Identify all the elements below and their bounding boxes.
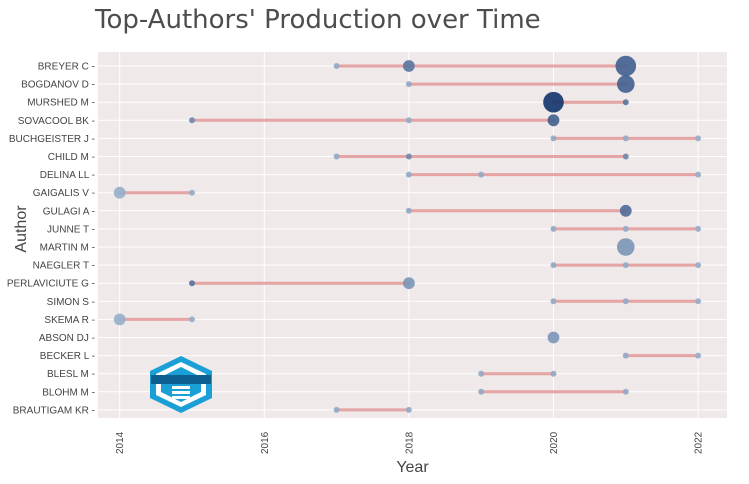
y-tick-label: BOGDANOV D - — [21, 80, 95, 91]
data-point — [622, 298, 629, 305]
data-point — [113, 313, 126, 326]
x-axis-label: Year — [396, 459, 429, 476]
y-tick-label: CHILD M - — [48, 152, 95, 163]
data-point — [405, 81, 412, 88]
y-tick-label: GAIGALIS V - — [33, 188, 95, 199]
data-point — [550, 298, 557, 305]
data-point — [188, 280, 195, 287]
data-point — [622, 262, 629, 269]
y-tick-label: DELINA LL - — [40, 170, 95, 181]
bibliometrix-logo-icon — [150, 356, 212, 413]
data-point — [622, 99, 629, 106]
data-point — [550, 262, 557, 269]
x-tick-labels: 2014 2016 2018 2020 2022 — [115, 431, 704, 454]
data-point — [695, 352, 702, 359]
data-point — [188, 189, 195, 196]
data-point — [695, 298, 702, 305]
data-point — [616, 238, 635, 256]
data-point — [622, 352, 629, 359]
plot-background — [98, 52, 727, 418]
data-point — [622, 135, 629, 142]
data-point — [695, 171, 702, 178]
y-tick-label: BLESL M - — [47, 369, 95, 380]
x-tick-label: 2022 — [694, 431, 705, 454]
data-point — [405, 207, 412, 214]
data-point — [695, 262, 702, 269]
data-point — [478, 171, 485, 178]
data-point — [543, 91, 564, 113]
data-point — [615, 55, 637, 77]
data-point — [113, 186, 126, 199]
y-tick-label: JUNNE T - — [47, 224, 95, 235]
y-tick-label: MARTIN M - — [40, 243, 95, 254]
y-tick-label: BREYER C - — [38, 62, 95, 73]
data-point — [550, 370, 557, 377]
chart-title: Top-Authors' Production over Time — [94, 5, 541, 35]
data-point — [550, 135, 557, 142]
data-point — [333, 406, 340, 413]
data-point — [188, 117, 195, 124]
y-tick-label: BRAUTIGAM KR - — [13, 405, 95, 416]
x-tick-label: 2020 — [549, 431, 560, 454]
data-point — [622, 225, 629, 232]
data-point — [619, 204, 632, 217]
data-point — [478, 388, 485, 395]
data-point — [333, 153, 340, 160]
data-point — [547, 331, 560, 344]
timeline-lines — [118, 64, 700, 412]
data-point — [405, 117, 412, 124]
y-tick-label: NAEGLER T - — [33, 261, 95, 272]
data-point — [622, 153, 629, 160]
y-tick-label: SKEMA R - — [44, 315, 95, 326]
y-tick-labels: BREYER C - BOGDANOV D - MURSHED M - SOVACOO… — [7, 62, 95, 417]
data-point — [550, 225, 557, 232]
data-points — [113, 55, 702, 413]
y-tick-label: BECKER L - — [40, 351, 95, 362]
y-axis-label: Author — [13, 205, 30, 253]
x-tick-label: 2016 — [260, 431, 271, 454]
y-tick-label: MURSHED M - — [27, 98, 95, 109]
data-point — [188, 316, 195, 323]
data-point — [695, 225, 702, 232]
y-tick-label: GULAGI A - — [43, 206, 95, 217]
data-point — [695, 135, 702, 142]
data-point — [405, 406, 412, 413]
y-tick-label: SIMON S - — [47, 297, 95, 308]
data-point — [405, 153, 412, 160]
data-point — [622, 388, 629, 395]
y-tick-label: SOVACOOL BK - — [18, 116, 95, 127]
x-tick-label: 2018 — [404, 431, 415, 454]
x-tick-label: 2014 — [115, 431, 126, 454]
y-tick-label: BLOHM M - — [42, 387, 95, 398]
y-tick-label: BUCHGEISTER J - — [9, 134, 95, 145]
data-point — [333, 63, 340, 69]
data-point — [405, 171, 412, 178]
data-point — [547, 114, 560, 127]
y-tick-label: PERLAVICIUTE G - — [7, 279, 95, 290]
data-point — [616, 75, 635, 93]
data-point — [402, 60, 415, 72]
data-point — [402, 277, 415, 290]
y-tick-label: ABSON DJ - — [39, 333, 95, 344]
data-point — [478, 370, 485, 377]
